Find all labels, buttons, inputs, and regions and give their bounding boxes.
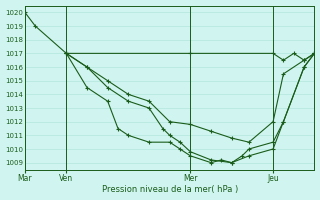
X-axis label: Pression niveau de la mer( hPa ): Pression niveau de la mer( hPa ) [101,185,238,194]
